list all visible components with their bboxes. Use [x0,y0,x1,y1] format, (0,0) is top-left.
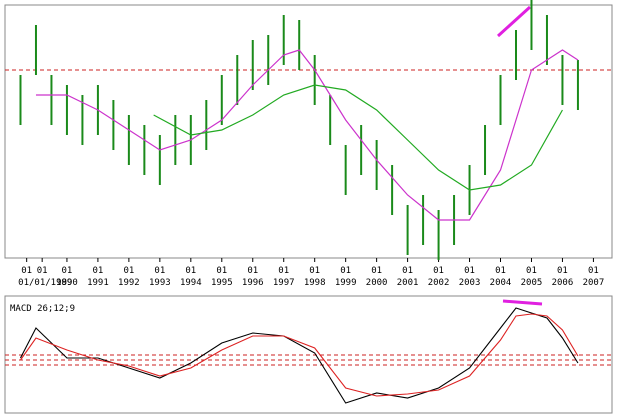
x-year-label: 1996 [242,278,264,288]
x-tick-label: 01 [371,266,382,276]
x-year-label: 1998 [304,278,326,288]
x-year-label: 2000 [366,278,388,288]
x-year-label: 1997 [273,278,295,288]
moving-average [153,84,563,191]
x-tick-label: 01 [123,266,134,276]
x-year-label: 2004 [490,278,512,288]
trendline [496,5,532,38]
price-panel [4,4,613,259]
x-tick-label: 01 [557,266,568,276]
x-tick-label: 01 [21,266,32,276]
macd-line [20,313,579,397]
x-tick-label: 01 [185,266,196,276]
x-year-label: 2006 [552,278,574,288]
macd-label: MACD 26;12;9 [10,304,75,314]
x-tick-label: 01 [154,266,165,276]
x-year-label: 1994 [180,278,202,288]
x-tick-label: 01 [340,266,351,276]
x-year-label: 2001 [397,278,419,288]
x-year-label: 2003 [459,278,481,288]
x-tick-label: 01 [37,266,48,276]
x-tick-label: 01 [433,266,444,276]
x-year-label: 1993 [149,278,171,288]
x-tick-label: 01 [216,266,227,276]
x-tick-label: 01 [526,266,537,276]
x-year-label: 1999 [335,278,357,288]
x-year-label: 2002 [428,278,450,288]
trendline [502,299,543,306]
x-tick-label: 01 [278,266,289,276]
x-year-label: 1991 [87,278,109,288]
x-year-label: 2005 [521,278,543,288]
moving-average [35,49,579,221]
x-tick-label: 01 [247,266,258,276]
x-tick-label: 01 [309,266,320,276]
x-year-label: 1995 [211,278,233,288]
x-tick-label: 01 [62,266,73,276]
x-year-label: 1992 [118,278,140,288]
x-year-label: 1990 [56,278,78,288]
x-tick-label: 01 [402,266,413,276]
x-tick-label: 01 [588,266,599,276]
x-year-label: 01/01/1989 [18,278,72,288]
x-tick-label: 01 [92,266,103,276]
x-tick-label: 01 [495,266,506,276]
x-tick-label: 01 [464,266,475,276]
x-year-label: 2007 [583,278,605,288]
